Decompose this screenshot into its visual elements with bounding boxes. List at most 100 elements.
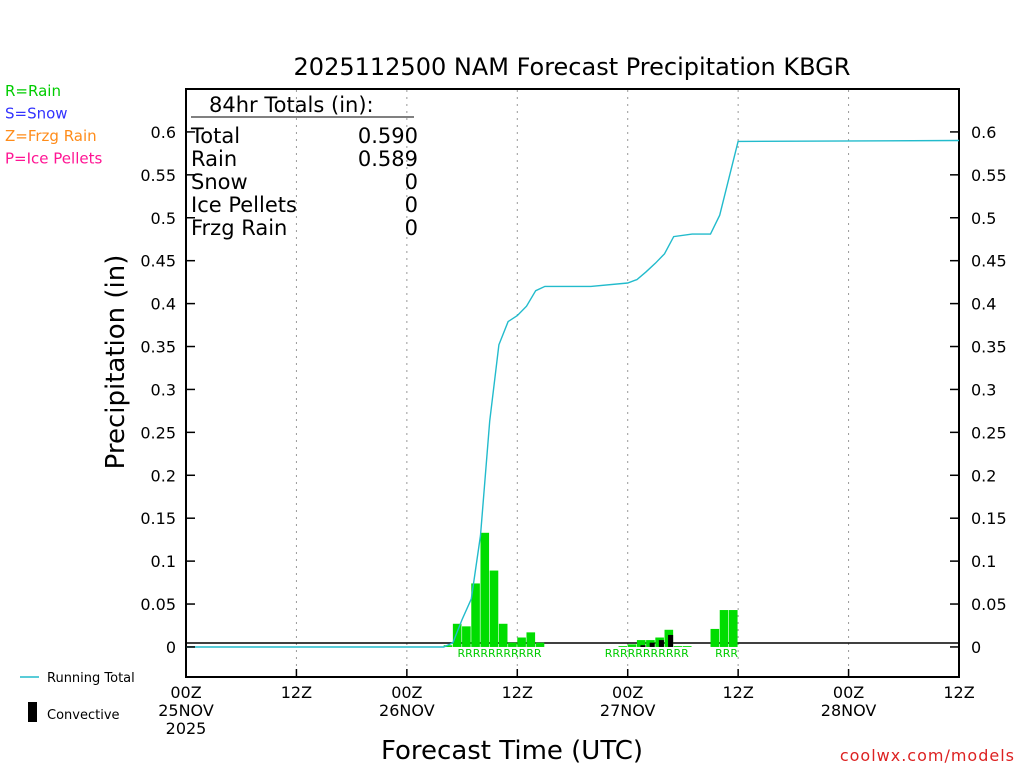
totals-row-value: 0 (405, 193, 418, 217)
precip-bar (452, 623, 462, 647)
precip-type-label: RRRRRRRRRRR (457, 647, 541, 660)
y-tick-label-right: 0.2 (971, 466, 996, 485)
totals-box: 84hr Totals (in): Total 0.590 Rain 0.589 Sno… (190, 93, 418, 240)
precip-legend-item: S=Snow (5, 105, 68, 123)
y-tick-label-right: 0.35 (971, 338, 1007, 357)
y-tick-label-left: 0.35 (140, 338, 176, 357)
precip-legend-item: R=Rain (5, 82, 61, 100)
convective-bar (649, 642, 655, 647)
y-tick-label-right: 0.55 (971, 166, 1007, 185)
x-tick-label: 12Z (281, 683, 312, 702)
precip-bar (636, 640, 646, 647)
precip-type-legend: R=Rain S=Snow Z=Frzg Rain P=Ice Pellets (5, 82, 102, 168)
convective-bars (640, 634, 674, 647)
y-tick-label-right: 0.15 (971, 509, 1007, 528)
precip-bar (627, 644, 637, 647)
y-tick-label-left: 0.3 (151, 380, 176, 399)
x-tick-label: 2025 (166, 719, 207, 738)
y-axis-title: Precipitation (in) (101, 255, 131, 470)
watermark: coolwx.com/models (840, 746, 1015, 765)
x-tick-label: 12Z (943, 683, 974, 702)
y-tick-label-left: 0 (166, 638, 176, 657)
plot-frame (185, 88, 960, 678)
precip-legend-item: Z=Frzg Rain (5, 127, 97, 145)
convective-legend-label: Convective (47, 708, 120, 723)
x-tick-label: 12Z (502, 683, 533, 702)
precip-bar (535, 642, 545, 647)
precip-bars (443, 532, 738, 647)
precip-bar (710, 628, 720, 647)
precip-bar (508, 642, 517, 647)
y-tick-label-left: 0.5 (151, 209, 176, 228)
x-tick-label: 00Z (391, 683, 422, 702)
totals-row-label: Frzg Rain (191, 216, 287, 240)
plot-area: RRRRRRRRRRR RRRRRRRRRRR RRR (185, 88, 960, 678)
precip-bar (526, 632, 536, 647)
y-tick-label-right: 0.6 (971, 123, 996, 142)
x-axis-title: Forecast Time (UTC) (381, 736, 643, 766)
totals-row-value: 0.589 (358, 147, 418, 171)
totals-row-label: Rain (191, 147, 237, 171)
precip-type-label: RRRRRRRRRRR (605, 647, 689, 660)
precip-bar (728, 610, 738, 647)
running-total-line (186, 139, 960, 648)
precip-bar (471, 583, 480, 647)
convective-bar (668, 634, 674, 647)
x-tick-label: 00Z (612, 683, 643, 702)
totals-row-value: 0 (405, 170, 418, 194)
y-tick-label-right: 0 (971, 638, 981, 657)
y-tick-label-right: 0.3 (971, 380, 996, 399)
precip-bar (489, 570, 499, 647)
chart-title: 2025112500 NAM Forecast Precipitation KB… (294, 53, 851, 81)
precip-bar (618, 646, 628, 647)
totals-row-label: Snow (191, 170, 248, 194)
precip-type-labels: RRRRRRRRRRR RRRRRRRRRRR RRR (457, 647, 738, 660)
precip-bar (719, 610, 729, 647)
y-axis-right: 0 0.05 0.1 0.15 0.2 0.25 0.3 0.35 0.4 0.45 0.5 0.55… (950, 123, 1007, 657)
totals-rows: Total 0.590 Rain 0.589 Snow 0 Ice Pellets 0 Frzg… (190, 124, 418, 240)
totals-row-label: Ice Pellets (191, 193, 297, 217)
precip-type-label: RRR (715, 647, 738, 660)
precip-bar (480, 532, 490, 647)
y-tick-label-left: 0.15 (140, 509, 176, 528)
x-tick-label: 26NOV (379, 701, 435, 720)
x-tick-label: 28NOV (821, 701, 877, 720)
y-tick-label-right: 0.05 (971, 595, 1007, 614)
x-tick-label: 25NOV (158, 701, 214, 720)
x-tick-label: 00Z (833, 683, 864, 702)
convective-bar (658, 640, 664, 647)
x-tick-label: 27NOV (600, 701, 656, 720)
y-tick-label-right: 0.45 (971, 252, 1007, 271)
x-tick-label: 12Z (722, 683, 753, 702)
y-tick-label-right: 0.25 (971, 423, 1007, 442)
y-tick-label-left: 0.2 (151, 466, 176, 485)
x-tick-label: 00Z (170, 683, 201, 702)
y-tick-label-left: 0.4 (151, 295, 176, 314)
precip-bar (498, 623, 508, 647)
y-tick-label-right: 0.5 (971, 209, 996, 228)
precip-bar (462, 626, 471, 647)
convective-legend-swatch (28, 702, 37, 722)
precip-legend-item: P=Ice Pellets (5, 150, 102, 168)
y-tick-label-left: 0.45 (140, 252, 176, 271)
convective-bar (640, 645, 646, 647)
series-legend: Running Total Convective (20, 671, 135, 723)
totals-row-value: 0.590 (358, 124, 418, 148)
y-tick-label-left: 0.1 (151, 552, 176, 571)
totals-row-label: Total (190, 124, 240, 148)
totals-header: 84hr Totals (in): (209, 93, 374, 117)
running-total-legend-label: Running Total (47, 671, 135, 686)
y-tick-label-left: 0.55 (140, 166, 176, 185)
y-tick-label-left: 0.25 (140, 423, 176, 442)
precip-bar (443, 645, 453, 647)
y-tick-label-right: 0.4 (971, 295, 996, 314)
y-tick-label-left: 0.05 (140, 595, 176, 614)
y-axis-left: 0 0.05 0.1 0.15 0.2 0.25 0.3 0.35 0.4 0.45 0.5 0.55… (140, 123, 195, 657)
totals-row-value: 0 (405, 216, 418, 240)
grid-lines (295, 90, 850, 676)
precip-bar (517, 637, 526, 647)
precip-bar (682, 646, 692, 647)
y-tick-label-right: 0.1 (971, 552, 996, 571)
